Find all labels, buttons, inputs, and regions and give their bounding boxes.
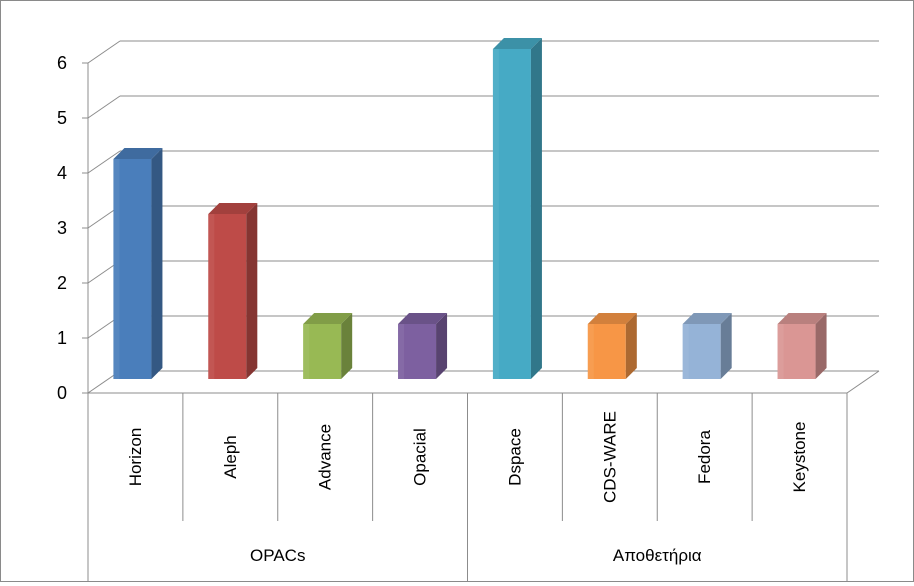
bar-keystone <box>777 313 827 379</box>
bar-side-face <box>151 148 163 379</box>
bar-highlight <box>777 324 784 379</box>
bar-aleph <box>208 203 258 379</box>
gridline-depth <box>87 150 121 174</box>
x-axis-categories: Horizon Aleph Advance Opacial Dspace CDS-WARE… <box>87 393 848 521</box>
category-label: Dspace <box>505 428 524 486</box>
bar-top-face <box>208 203 258 214</box>
group-label: OPACs <box>250 546 305 565</box>
bar-side-face <box>625 313 637 379</box>
bar-top-face <box>303 313 353 324</box>
group-label: Αποθετήρια <box>613 546 702 565</box>
y-tick-label: 5 <box>57 108 67 128</box>
bar-top-face <box>113 148 163 159</box>
y-tick-label: 6 <box>57 53 67 73</box>
category-label: Advance <box>316 424 335 490</box>
bar-top-face <box>777 313 827 324</box>
bar-front-face <box>398 324 437 379</box>
bar-highlight <box>587 324 594 379</box>
bar-front-face <box>492 49 531 379</box>
bar-highlight <box>492 49 499 379</box>
y-tick-label: 4 <box>57 163 67 183</box>
bar-opacial <box>398 313 448 379</box>
grid <box>87 40 880 394</box>
floor-right-edge <box>846 370 880 394</box>
bar-front-face <box>303 324 342 379</box>
bar-side-face <box>720 313 732 379</box>
y-tick-label: 3 <box>57 218 67 238</box>
bar-top-face <box>492 38 542 49</box>
bar-advance <box>303 313 353 379</box>
bar-dspace <box>492 38 542 379</box>
category-label: Keystone <box>790 422 809 493</box>
bars <box>113 38 827 379</box>
y-tick-label: 2 <box>57 273 67 293</box>
bar-side-face <box>246 203 258 379</box>
x-axis-groups: OPACs Αποθετήρια <box>87 521 848 581</box>
bar-top-face <box>587 313 637 324</box>
bar-highlight <box>303 324 310 379</box>
gridline-depth <box>87 95 121 119</box>
category-label: Fedora <box>695 430 714 484</box>
bar-top-face <box>398 313 448 324</box>
bar-highlight <box>113 159 120 379</box>
bar-highlight <box>208 214 215 379</box>
bar-front-face <box>682 324 721 379</box>
bar-side-face <box>341 313 353 379</box>
bar-highlight <box>682 324 689 379</box>
bar-front-face <box>587 324 626 379</box>
y-tick-label: 1 <box>57 328 67 348</box>
bar-fedora <box>682 313 732 379</box>
bar-side-face <box>436 313 448 379</box>
bar-front-face <box>113 159 152 379</box>
category-label: CDS-WARE <box>600 411 619 503</box>
bar-side-face <box>815 313 827 379</box>
y-tick-label: 0 <box>57 383 67 403</box>
category-label: Horizon <box>126 428 145 487</box>
bar-front-face <box>777 324 816 379</box>
category-label: Opacial <box>411 428 430 486</box>
bar-top-face <box>682 313 732 324</box>
category-label: Aleph <box>221 435 240 478</box>
bar-side-face <box>530 38 542 379</box>
bar-highlight <box>398 324 405 379</box>
bar-horizon <box>113 148 163 379</box>
y-axis-ticks: 0 1 2 3 4 5 6 <box>57 53 88 403</box>
gridline-depth <box>87 40 121 64</box>
bar-front-face <box>208 214 247 379</box>
bar-cds-ware <box>587 313 637 379</box>
